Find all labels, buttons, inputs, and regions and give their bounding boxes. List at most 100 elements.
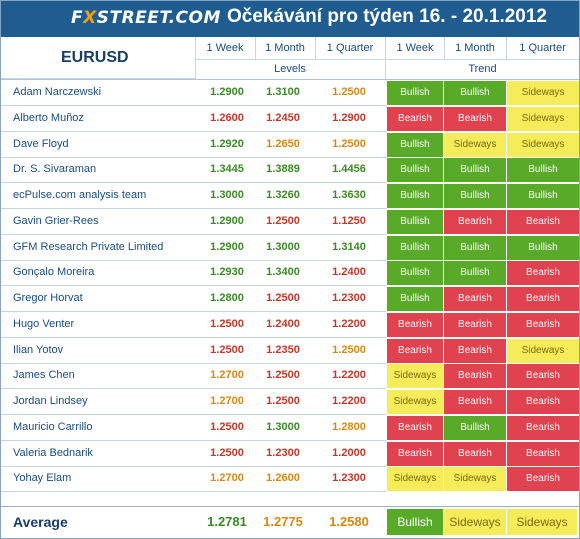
level-1-quarter: 1.2200 (332, 317, 366, 330)
row-divider (1, 336, 386, 338)
analyst-name[interactable]: Alberto Muñoz (13, 111, 84, 124)
col-levels-1-quarter: 1 Quarter (326, 42, 374, 54)
table-row: Valeria Bednarik 1.2500 1.2300 1.2000 Bearis… (1, 441, 579, 467)
analyst-name[interactable]: James Chen (13, 369, 75, 382)
header-separator-4 (385, 37, 386, 79)
trend-1-week-badge: Bearish (387, 106, 443, 131)
header-divider (195, 59, 579, 60)
row-divider (1, 388, 386, 390)
trend-1-month-badge: Bearish (444, 312, 506, 337)
header-separator-5 (444, 37, 445, 59)
average-row: Average 1.2781 1.2775 1.2580 Bullish Sid… (1, 506, 579, 536)
trend-1-quarter-badge: Bearish (507, 312, 579, 337)
table-row: Yohay Elam 1.2700 1.2600 1.2300 Sideways Side… (1, 466, 579, 493)
level-1-quarter: 1.1250 (332, 214, 366, 227)
table-row: Hugo Venter 1.2500 1.2400 1.2200 Bearish Bear… (1, 312, 579, 338)
trend-1-week-badge: Bearish (387, 441, 443, 466)
col-trend-1-month: 1 Month (455, 42, 495, 54)
level-1-month: 1.3100 (266, 86, 300, 98)
table-row: Gavin Grier-Rees 1.2900 1.2500 1.1250 Bullis… (1, 209, 579, 235)
level-1-quarter: 1.4456 (332, 163, 366, 176)
level-1-quarter: 1.2300 (332, 472, 366, 485)
level-1-week: 1.2600 (210, 111, 244, 124)
row-divider (1, 285, 386, 287)
analyst-name[interactable]: Yohay Elam (13, 472, 72, 485)
trend-1-week-badge: Sideways (387, 364, 443, 389)
level-1-week: 1.2920 (210, 137, 244, 150)
analyst-name[interactable]: Hugo Venter (13, 317, 75, 330)
trend-1-quarter-badge: Bullish (507, 235, 579, 260)
level-1-quarter: 1.3140 (332, 240, 366, 253)
row-divider (1, 465, 386, 467)
analyst-name[interactable]: GFM Research Private Limited (13, 240, 164, 253)
row-divider (1, 491, 386, 493)
row-divider (1, 105, 386, 106)
level-1-week: 1.2500 (210, 420, 244, 433)
level-1-month: 1.2500 (266, 214, 300, 227)
analyst-name[interactable]: Dr. S. Sivaraman (13, 163, 97, 176)
trend-1-week-badge: Bearish (387, 338, 443, 363)
table-row: GFM Research Private Limited 1.2900 1.3000… (1, 235, 579, 261)
column-header-row: 1 Week 1 Month 1 Quarter 1 Week 1 Month … (1, 37, 579, 59)
average-trend-1-quarter: Sideways (507, 509, 577, 535)
analyst-name[interactable]: Adam Narczewski (13, 86, 102, 98)
analyst-name[interactable]: Jordan Lindsey (13, 395, 88, 407)
row-divider (1, 259, 386, 261)
level-1-quarter: 1.2500 (332, 86, 366, 98)
level-1-quarter: 1.3630 (332, 189, 366, 201)
level-1-month: 1.3889 (266, 163, 300, 176)
trend-1-quarter-badge: Bearish (507, 364, 579, 389)
level-1-quarter: 1.2200 (332, 395, 366, 407)
header-separator-1 (195, 37, 196, 79)
table-row: ecPulse.com analysis team 1.3000 1.3260 1.3… (1, 183, 579, 209)
level-1-week: 1.3445 (210, 163, 244, 176)
fxstreet-logo[interactable]: FXSTREET.COM (71, 8, 221, 28)
trend-1-month-badge: Bullish (444, 235, 506, 260)
analyst-name[interactable]: ecPulse.com analysis team (13, 189, 147, 201)
logo-text-f: F (71, 8, 84, 28)
average-trend-1-week: Bullish (387, 509, 443, 535)
trend-1-month-badge: Bearish (444, 287, 506, 311)
level-1-month: 1.2450 (266, 111, 300, 124)
table-row: Jordan Lindsey 1.2700 1.2500 1.2200 Sideways… (1, 389, 579, 415)
trend-1-month-badge: Bearish (444, 338, 506, 363)
trend-1-month-badge: Sideways (444, 132, 506, 157)
trend-1-week-badge: Bearish (387, 415, 443, 440)
table-row: James Chen 1.2700 1.2500 1.2200 Sideways Bear… (1, 363, 579, 390)
trend-1-week-badge: Bullish (387, 184, 443, 208)
trend-1-week-badge: Sideways (387, 390, 443, 414)
average-trend-1-month: Sideways (444, 509, 506, 535)
trend-1-quarter-badge: Bullish (507, 184, 579, 208)
analyst-name[interactable]: Ilian Yotov (13, 343, 64, 356)
trend-1-month-badge: Bearish (444, 364, 506, 389)
level-1-month: 1.2400 (266, 317, 300, 330)
table-row: Adam Narczewski 1.2900 1.3100 1.2500 Bullish… (1, 80, 579, 106)
logo-text-x: X (83, 8, 97, 28)
level-1-quarter: 1.2000 (332, 446, 366, 459)
table-row: Alberto Muñoz 1.2600 1.2450 1.2900 Bearish Be… (1, 106, 579, 132)
table-row: Gonçalo Moreira 1.2930 1.3400 1.2400 Bullish… (1, 260, 579, 287)
row-divider (1, 311, 386, 312)
level-1-month: 1.3400 (266, 266, 300, 279)
trend-1-quarter-badge: Sideways (507, 81, 579, 105)
level-1-month: 1.2300 (266, 446, 300, 459)
table-row: Gregor Horvat 1.2800 1.2500 1.2300 Bullish Be… (1, 286, 579, 312)
analyst-name[interactable]: Mauricio Carrillo (13, 420, 93, 433)
trend-1-quarter-badge: Bullish (507, 158, 579, 183)
trend-1-month-badge: Sideways (444, 467, 506, 492)
analyst-name[interactable]: Gonçalo Moreira (13, 266, 95, 279)
trend-1-week-badge: Bullish (387, 235, 443, 260)
trend-1-month-badge: Bearish (444, 390, 506, 414)
analyst-name[interactable]: Dave Floyd (13, 137, 69, 150)
analyst-name[interactable]: Gregor Horvat (13, 292, 83, 304)
level-1-week: 1.2700 (210, 369, 244, 382)
level-1-month: 1.3000 (266, 420, 300, 433)
trend-1-quarter-badge: Bearish (507, 287, 579, 311)
row-divider (1, 208, 386, 209)
analyst-name[interactable]: Gavin Grier-Rees (13, 214, 99, 227)
level-1-week: 1.2900 (210, 214, 244, 227)
row-divider (1, 439, 386, 441)
analyst-name[interactable]: Valeria Bednarik (13, 446, 93, 459)
level-1-quarter: 1.2200 (332, 369, 366, 382)
